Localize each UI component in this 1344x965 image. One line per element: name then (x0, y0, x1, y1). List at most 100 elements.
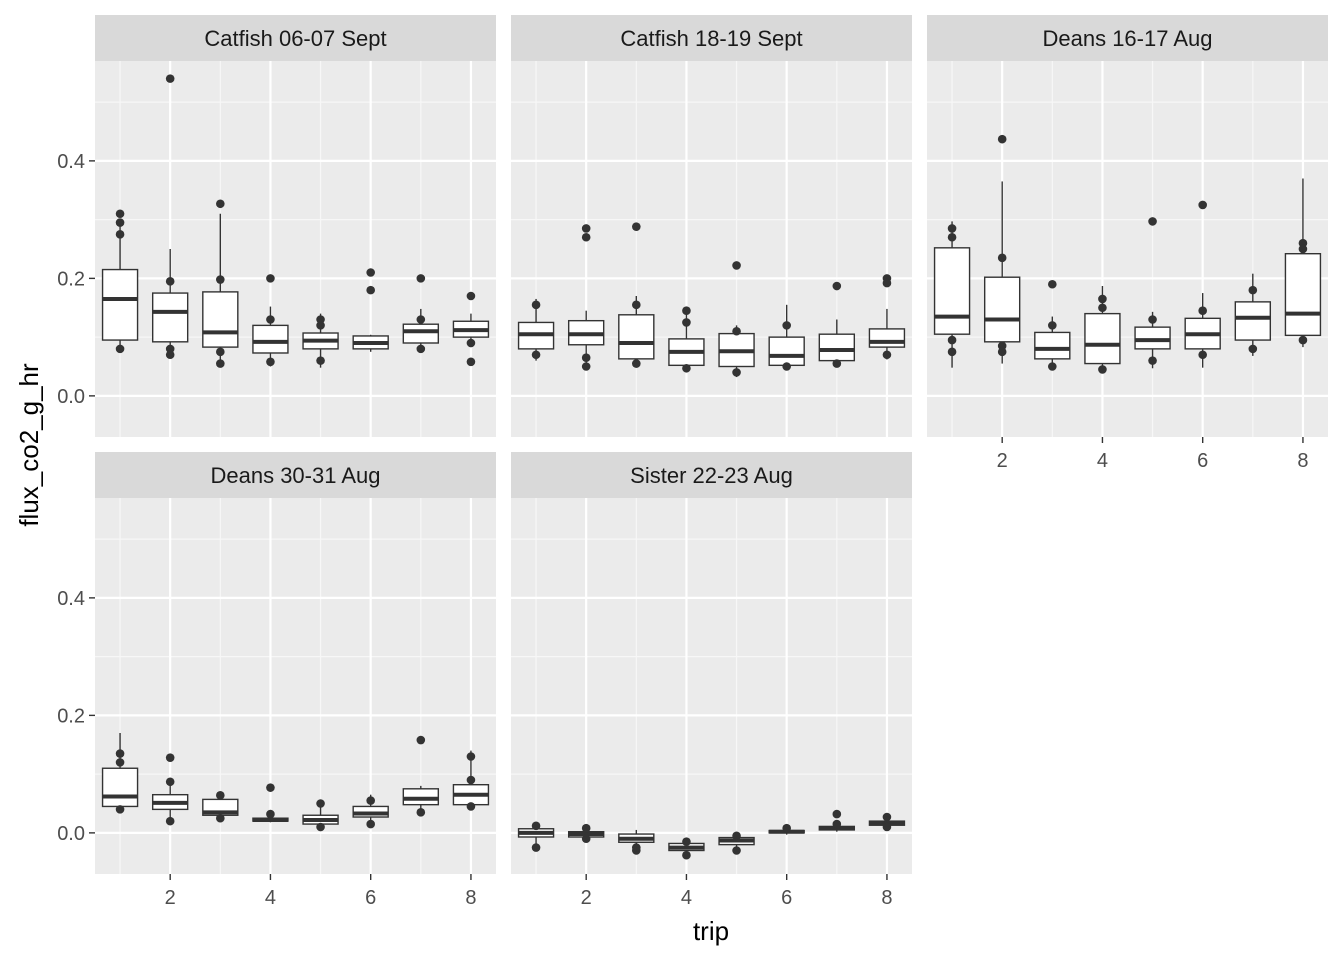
outlier-point (1198, 200, 1207, 210)
facet-strip (511, 452, 912, 498)
outlier-point (165, 277, 175, 286)
outlier-point (115, 218, 125, 227)
boxplot-trip-7 (402, 735, 440, 817)
boxplot-trip-3 (202, 790, 239, 823)
outlier-point (682, 363, 691, 373)
outlier-point (316, 356, 325, 365)
outlier-point (1198, 306, 1207, 315)
boxplot-trip-1 (933, 221, 971, 368)
y-tick-label: 0.2 (57, 268, 85, 290)
boxplot-trip-5 (718, 261, 755, 378)
outlier-point (531, 843, 541, 852)
outlier-point (1248, 285, 1258, 295)
outlier-point (947, 335, 957, 345)
outlier-point (165, 350, 175, 360)
facet-strip-title: Catfish 18-19 Sept (620, 26, 802, 51)
iqr-box (768, 336, 805, 367)
boxplot-trip-4 (668, 837, 705, 860)
x-tick-label: 8 (1297, 450, 1308, 472)
facet-panel: Catfish 18-19 Sept (511, 15, 912, 437)
facet-strip (927, 15, 1328, 61)
boxplot-trip-1 (101, 209, 139, 354)
outlier-point (416, 344, 426, 354)
outlier-point (316, 822, 325, 832)
y-tick-label: 0.0 (57, 386, 85, 408)
outlier-point (165, 344, 175, 354)
outlier-point (732, 368, 741, 377)
outlier-point (165, 753, 175, 762)
boxplot-trip-8 (452, 750, 490, 811)
x-tick-label: 2 (165, 887, 176, 909)
boxplot-trip-1 (517, 298, 555, 361)
outlier-point (366, 819, 375, 829)
outlier-point (466, 802, 476, 811)
boxplot-trip-4 (252, 274, 289, 367)
iqr-box (818, 333, 856, 362)
facet-strip (95, 15, 496, 61)
outlier-point (466, 775, 476, 785)
outlier-point (216, 199, 225, 209)
boxplot-trip-4 (1084, 286, 1121, 374)
outlier-point (632, 300, 641, 310)
outlier-point (882, 812, 892, 822)
boxplot-trip-5 (718, 831, 755, 855)
outlier-point (416, 274, 426, 283)
boxplot-trip-4 (668, 306, 705, 373)
iqr-box (151, 292, 189, 343)
outlier-point (531, 821, 541, 831)
outlier-point (632, 359, 641, 368)
outlier-point (366, 268, 375, 277)
outlier-point (732, 846, 741, 855)
outlier-point (1048, 279, 1057, 289)
outlier-point (316, 315, 325, 324)
outlier-point (1198, 350, 1207, 360)
boxplot-trip-8 (1284, 178, 1322, 348)
y-tick-label: 0.4 (57, 588, 85, 610)
outlier-point (115, 209, 125, 219)
outlier-point (682, 306, 691, 315)
panel-background (95, 498, 496, 874)
boxplot-trip-7 (402, 274, 440, 354)
boxplot-trip-2 (151, 74, 189, 360)
x-tick-label: 4 (1097, 450, 1108, 472)
iqr-box (933, 247, 971, 335)
facet-strip (511, 15, 912, 61)
outlier-point (366, 285, 375, 295)
facet-panel: Catfish 06-07 Sept 0.0 0.2 0.4 (57, 15, 496, 437)
outlier-point (216, 813, 225, 823)
boxplot-trip-6 (1184, 200, 1221, 368)
boxplot-trip-6 (768, 304, 805, 371)
boxplot-trip-3 (1034, 279, 1071, 371)
outlier-point (782, 362, 791, 371)
iqr-box (983, 276, 1021, 343)
facet-strip-title: Deans 30-31 Aug (210, 463, 380, 488)
outlier-point (732, 326, 741, 336)
facet-panel: Sister 22-23 Aug 2 4 6 8 (511, 452, 912, 909)
outlier-point (216, 359, 225, 368)
outlier-point (581, 232, 591, 242)
outlier-point (165, 777, 175, 787)
boxplot-trip-8 (868, 812, 906, 832)
iqr-box (1134, 326, 1171, 350)
outlier-point (1148, 315, 1157, 324)
outlier-point (581, 353, 591, 362)
outlier-point (416, 735, 426, 745)
outlier-point (1048, 321, 1057, 330)
outlier-point (882, 350, 892, 360)
panel-background (511, 61, 912, 437)
facet-strip-title: Deans 16-17 Aug (1042, 26, 1212, 51)
outlier-point (1048, 362, 1057, 371)
facet-strip-title: Catfish 06-07 Sept (204, 26, 386, 51)
iqr-box (202, 291, 239, 348)
outlier-point (266, 809, 275, 819)
boxplot-trip-2 (151, 753, 189, 826)
panel-background (927, 61, 1328, 437)
iqr-box (402, 323, 440, 344)
iqr-box (868, 328, 906, 348)
iqr-box (1084, 312, 1121, 365)
panel-background (511, 498, 912, 874)
outlier-point (316, 321, 325, 330)
iqr-box (101, 767, 139, 808)
outlier-point (466, 357, 476, 367)
outlier-point (581, 224, 591, 233)
